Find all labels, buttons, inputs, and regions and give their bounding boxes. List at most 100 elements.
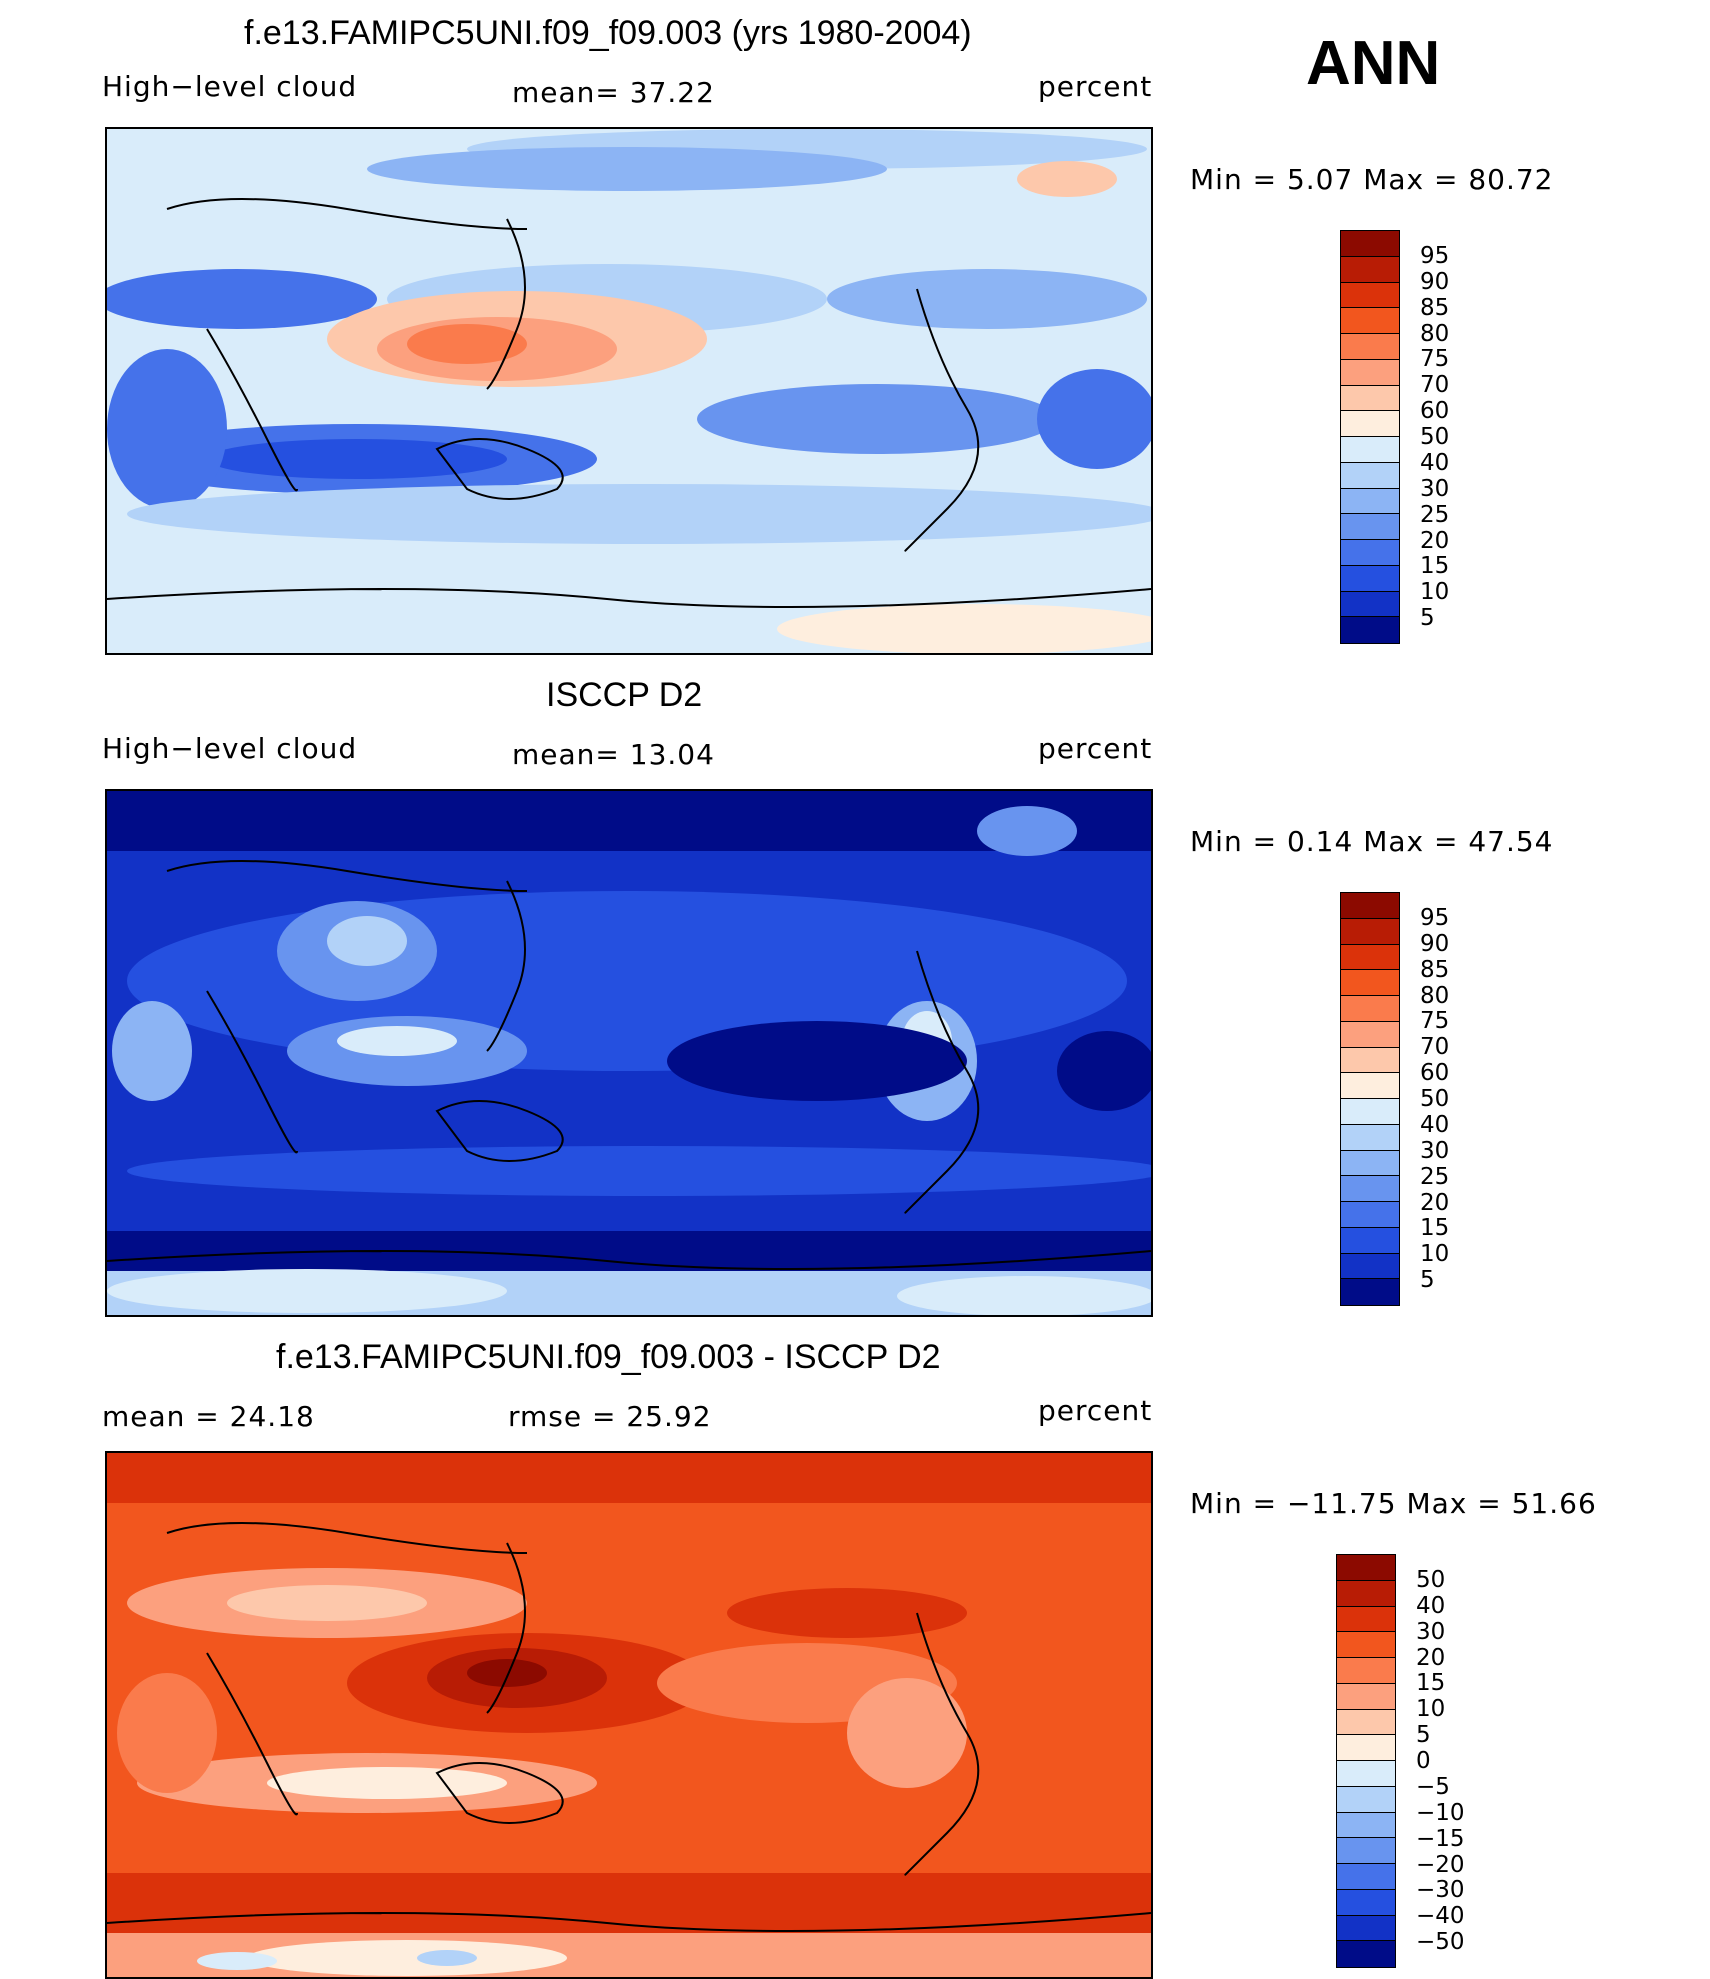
colorbar-tick-label: 85 [1420,294,1450,321]
colorbar-tick-label: −10 [1416,1799,1465,1826]
colorbar-swatch [1337,1786,1395,1813]
colorbar-swatch [1341,462,1399,489]
panel-2-colorbar-ticks: 95 90 85 80 75 70 60 50 40 30 25 20 15 10 5 [1420,892,1480,1306]
colorbar-tick-label: 15 [1416,1670,1446,1697]
colorbar-swatch [1341,514,1399,540]
panel-1-units-label: percent [1038,70,1153,103]
colorbar-tick-label: −30 [1416,1877,1465,1904]
colorbar-tick-label: 80 [1420,982,1450,1009]
colorbar-swatch [1337,1889,1395,1916]
colorbar-tick-label: 40 [1420,449,1450,476]
colorbar-swatch [1341,893,1399,919]
panel-3-map-field [107,1453,1151,1977]
panel-3-units-label: percent [1038,1394,1153,1427]
colorbar-swatch [1341,1150,1399,1177]
colorbar-swatch [1341,1202,1399,1228]
colorbar-tick-label: 50 [1416,1566,1446,1593]
colorbar-tick-label: 0 [1416,1748,1431,1774]
colorbar-swatch [1341,591,1399,618]
panel-3-colorbar [1336,1554,1396,1968]
colorbar-tick-label: 20 [1420,527,1450,554]
colorbar-swatch [1341,1047,1399,1074]
colorbar-tick-label: 80 [1420,320,1450,347]
colorbar-swatch [1341,308,1399,334]
colorbar-swatch [1337,1580,1395,1607]
colorbar-tick-label: 10 [1416,1696,1446,1723]
colorbar-swatch [1337,1915,1395,1942]
colorbar-swatch [1341,970,1399,996]
panel-2-map-field [107,791,1151,1315]
colorbar-tick-label: 15 [1420,553,1450,580]
panel-3-rmse-label: rmse = 25.92 [508,1400,712,1433]
colorbar-swatch [1341,359,1399,386]
panel-2-minmax: Min = 0.14 Max = 47.54 [1190,825,1554,858]
colorbar-swatch [1341,231,1399,257]
colorbar-swatch [1337,1864,1395,1890]
colorbar-tick-label: 70 [1420,1034,1450,1061]
panel-3-minmax: Min = −11.75 Max = 51.66 [1190,1487,1597,1520]
colorbar-tick-label: 20 [1420,1189,1450,1216]
colorbar-swatch [1337,1941,1395,1967]
colorbar-tick-label: 75 [1420,346,1450,373]
colorbar-tick-label: 5 [1416,1722,1431,1749]
colorbar-swatch [1341,385,1399,412]
colorbar-swatch [1341,282,1399,309]
colorbar-tick-label: 50 [1420,424,1450,450]
colorbar-tick-label: 20 [1416,1644,1446,1671]
panel-1-title: f.e13.FAMIPC5UNI.f09_f09.003 (yrs 1980-2… [244,14,972,52]
colorbar-swatch [1341,256,1399,283]
colorbar-tick-label: 30 [1420,475,1450,502]
colorbar-tick-label: 70 [1420,372,1450,399]
panel-1-variable-label: High−level cloud [102,70,358,103]
colorbar-tick-label: −20 [1416,1851,1465,1878]
colorbar-tick-label: 25 [1420,1163,1450,1190]
colorbar-swatch [1337,1812,1395,1839]
season-label: ANN [1306,29,1441,98]
colorbar-swatch [1341,1253,1399,1280]
colorbar-swatch [1341,1021,1399,1048]
colorbar-tick-label: 95 [1420,242,1450,269]
panel-3-map [105,1451,1153,1979]
panel-1-colorbar [1340,230,1400,644]
colorbar-swatch [1337,1709,1395,1736]
colorbar-tick-label: 90 [1420,268,1450,295]
colorbar-swatch [1341,334,1399,360]
colorbar-tick-label: 30 [1416,1618,1446,1645]
colorbar-tick-label: 40 [1420,1111,1450,1138]
panel-2-colorbar [1340,892,1400,1306]
colorbar-swatch [1341,437,1399,463]
colorbar-swatch [1341,1073,1399,1099]
colorbar-tick-label: 90 [1420,930,1450,957]
colorbar-swatch [1341,411,1399,437]
colorbar-tick-label: 60 [1420,1060,1450,1087]
colorbar-tick-label: 15 [1420,1215,1450,1242]
colorbar-tick-label: −50 [1416,1929,1465,1956]
colorbar-swatch [1341,1176,1399,1202]
colorbar-swatch [1341,996,1399,1022]
colorbar-swatch [1337,1606,1395,1633]
colorbar-tick-label: 10 [1420,579,1450,606]
colorbar-tick-label: 10 [1420,1241,1450,1268]
panel-3-colorbar-ticks: 50 40 30 20 15 10 5 0 −5 −10 −15 −20 −30 −40 −50 [1416,1554,1486,1968]
colorbar-tick-label: 50 [1420,1086,1450,1112]
colorbar-swatch [1341,1124,1399,1151]
panel-2-map [105,789,1153,1317]
panel-3-title: f.e13.FAMIPC5UNI.f09_f09.003 - ISCCP D2 [276,1338,941,1376]
panel-3-mean-label: mean = 24.18 [102,1400,315,1433]
colorbar-tick-label: 5 [1420,1267,1435,1294]
colorbar-tick-label: 5 [1420,605,1435,632]
colorbar-swatch [1341,540,1399,566]
colorbar-swatch [1337,1632,1395,1658]
colorbar-tick-label: 60 [1420,398,1450,425]
colorbar-tick-label: 40 [1416,1592,1446,1619]
colorbar-swatch [1341,1099,1399,1125]
colorbar-swatch [1337,1683,1395,1710]
panel-1-map-field [107,129,1151,653]
colorbar-swatch [1341,617,1399,643]
panel-2-variable-label: High−level cloud [102,732,358,765]
colorbar-tick-label: 85 [1420,956,1450,983]
panel-1-colorbar-ticks: 95 90 85 80 75 70 60 50 40 30 25 20 15 10 5 [1420,230,1480,644]
colorbar-swatch [1341,944,1399,971]
colorbar-tick-label: 95 [1420,904,1450,931]
colorbar-tick-label: −5 [1416,1773,1450,1800]
